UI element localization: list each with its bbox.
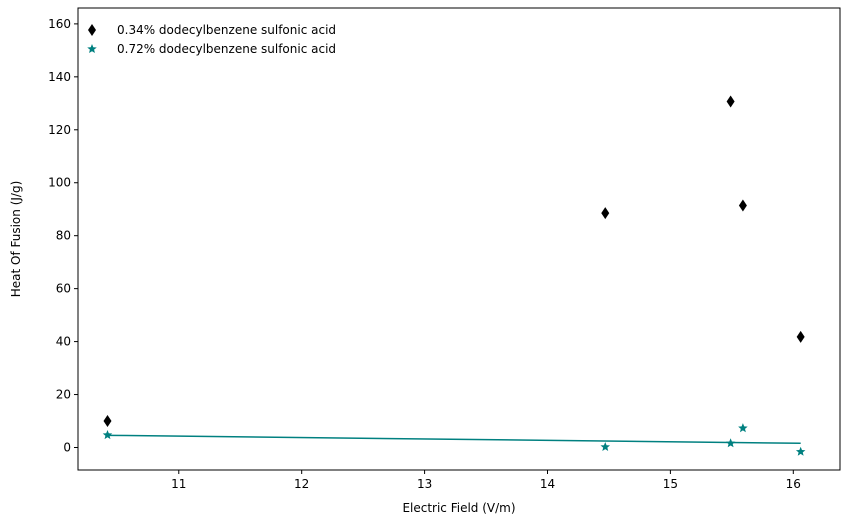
y-tick-label: 60 [56,282,71,296]
trendline-series-1 [107,434,801,445]
y-tick-label: 140 [48,70,71,84]
y-axis: 0 20 40 60 80 100 120 140 160 [48,17,78,454]
legend-label-series-0: 0.34% dodecylbenzene sulfonic acid [117,23,336,37]
data-point-series-0-1 [601,207,610,220]
legend-marker-series-0 [88,24,96,36]
y-tick-label: 100 [48,176,71,190]
x-tick-label: 16 [786,477,801,491]
legend-label-series-1: 0.72% dodecylbenzene sulfonic acid [117,42,336,56]
data-point-series-1-4 [795,446,806,456]
x-axis: 11 12 13 14 15 16 [171,470,801,491]
data-point-series-0-2 [726,95,735,108]
y-tick-label: 40 [56,335,71,349]
x-tick-label: 13 [417,477,432,491]
data-point-series-1-1 [600,441,611,452]
y-tick-label: 120 [48,123,71,137]
data-point-series-0-4 [796,330,805,343]
y-axis-label: Heat Of Fusion (J/g) [9,181,23,298]
data-point-series-1-0 [102,430,113,440]
legend-marker-series-1 [87,44,97,54]
x-tick-label: 15 [663,477,678,491]
y-tick-label: 80 [56,229,71,243]
data-point-series-1-2 [725,438,736,448]
plot-frame [77,7,841,471]
x-tick-label: 12 [294,477,309,491]
plot-area [77,7,841,471]
x-tick-label: 14 [540,477,555,491]
x-axis-label: Electric Field (V/m) [402,501,515,515]
data-point-series-0-3 [738,199,747,212]
data-markers [102,95,806,456]
y-tick-label: 160 [48,17,71,31]
data-point-series-1-3 [738,423,748,433]
data-point-series-0-0 [103,415,112,428]
x-tick-label: 11 [171,477,186,491]
legend: 0.34% dodecylbenzene sulfonic acid 0.72% … [87,23,336,56]
y-tick-label: 0 [63,440,71,454]
y-tick-label: 20 [56,388,71,402]
